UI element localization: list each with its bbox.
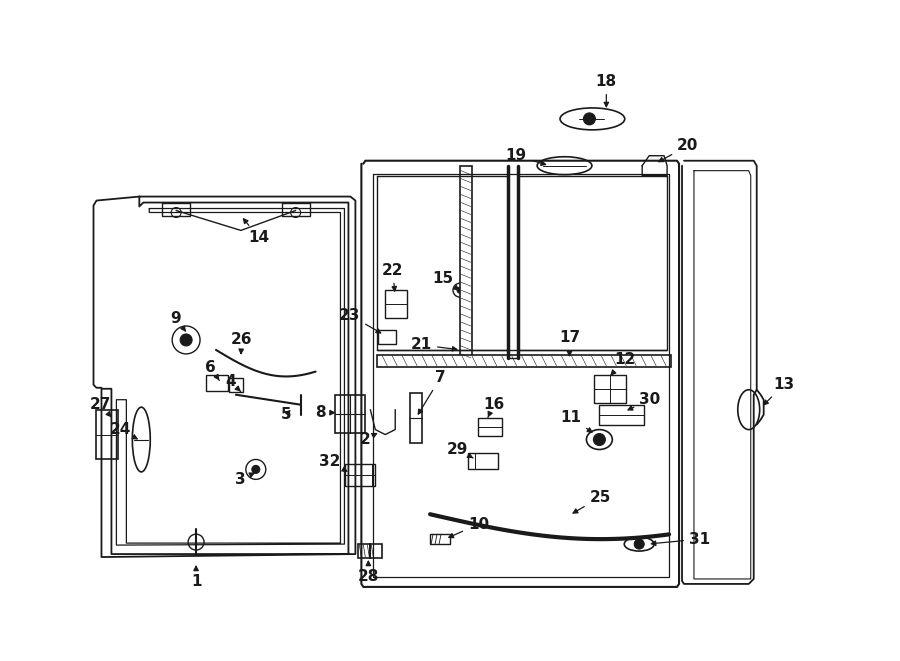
Circle shape bbox=[453, 283, 467, 297]
Text: 21: 21 bbox=[410, 337, 457, 352]
Bar bbox=[599, 405, 644, 424]
Text: 29: 29 bbox=[446, 442, 473, 458]
Bar bbox=[430, 534, 450, 544]
Circle shape bbox=[634, 539, 644, 549]
Circle shape bbox=[583, 113, 596, 125]
Text: 24: 24 bbox=[110, 422, 137, 439]
Circle shape bbox=[252, 465, 260, 473]
Bar bbox=[377, 355, 671, 367]
Bar bbox=[478, 418, 502, 436]
Text: 31: 31 bbox=[652, 531, 710, 547]
Circle shape bbox=[180, 334, 192, 346]
Text: 3: 3 bbox=[235, 472, 254, 487]
Text: 17: 17 bbox=[559, 330, 580, 356]
Bar bbox=[282, 202, 310, 217]
Bar bbox=[336, 395, 365, 432]
Text: 7: 7 bbox=[418, 370, 446, 414]
Text: 19: 19 bbox=[506, 148, 545, 165]
Text: 4: 4 bbox=[225, 374, 240, 391]
Ellipse shape bbox=[537, 157, 592, 175]
Ellipse shape bbox=[132, 407, 150, 472]
Text: 20: 20 bbox=[659, 138, 698, 162]
Bar bbox=[410, 393, 422, 442]
Bar bbox=[96, 410, 119, 459]
Bar bbox=[460, 166, 472, 360]
Text: 11: 11 bbox=[561, 410, 592, 432]
Text: 15: 15 bbox=[432, 271, 459, 290]
Text: 28: 28 bbox=[357, 561, 379, 584]
Circle shape bbox=[246, 459, 266, 479]
Text: 26: 26 bbox=[231, 332, 252, 354]
Bar bbox=[162, 202, 190, 217]
Text: 9: 9 bbox=[170, 311, 185, 331]
Bar bbox=[229, 378, 243, 392]
Text: 13: 13 bbox=[764, 377, 795, 405]
Bar bbox=[206, 375, 228, 391]
Circle shape bbox=[457, 287, 463, 293]
Text: 6: 6 bbox=[205, 360, 220, 380]
Text: 23: 23 bbox=[339, 307, 381, 333]
Text: 2: 2 bbox=[360, 432, 376, 447]
Text: 25: 25 bbox=[573, 490, 611, 513]
Ellipse shape bbox=[587, 430, 612, 449]
Ellipse shape bbox=[560, 108, 625, 130]
Ellipse shape bbox=[625, 537, 654, 551]
Text: 14: 14 bbox=[244, 219, 269, 245]
Bar bbox=[594, 375, 626, 403]
Ellipse shape bbox=[738, 390, 760, 430]
Text: 27: 27 bbox=[90, 397, 112, 417]
Bar bbox=[346, 465, 375, 486]
Text: 18: 18 bbox=[596, 74, 617, 107]
Text: 8: 8 bbox=[315, 405, 334, 420]
Text: 30: 30 bbox=[628, 392, 661, 410]
Circle shape bbox=[188, 534, 204, 550]
Text: 5: 5 bbox=[281, 407, 292, 422]
Circle shape bbox=[593, 434, 606, 446]
Text: 32: 32 bbox=[320, 454, 346, 471]
Bar bbox=[358, 544, 382, 558]
Text: 16: 16 bbox=[483, 397, 504, 418]
Text: 22: 22 bbox=[382, 263, 403, 291]
Bar bbox=[378, 330, 396, 344]
Bar bbox=[385, 290, 407, 318]
Circle shape bbox=[172, 326, 200, 354]
Text: 12: 12 bbox=[611, 352, 635, 375]
Text: 10: 10 bbox=[449, 517, 489, 537]
Text: 1: 1 bbox=[191, 566, 202, 589]
Bar bbox=[468, 453, 498, 469]
